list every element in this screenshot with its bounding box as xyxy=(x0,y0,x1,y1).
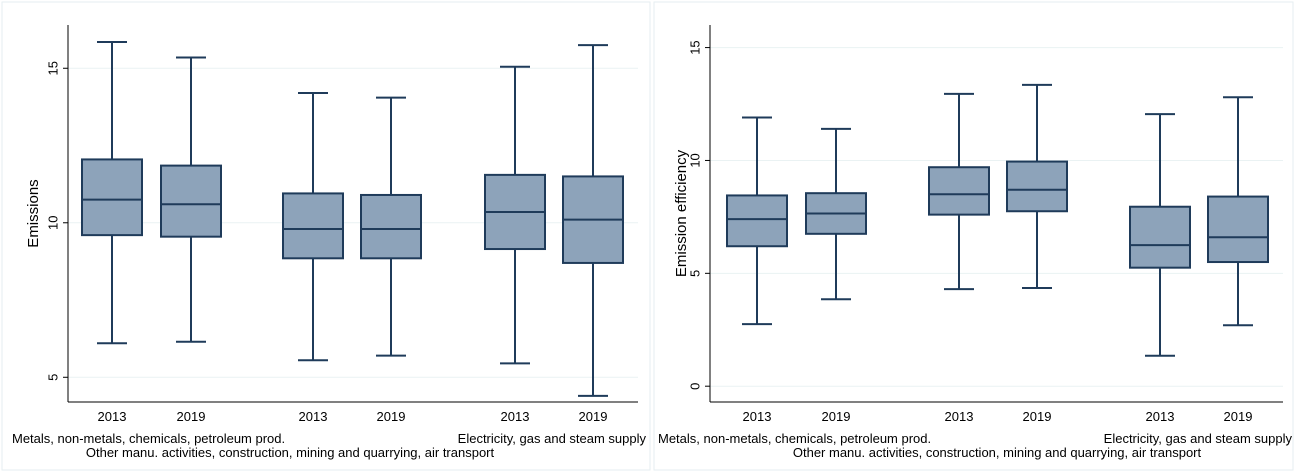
x-tick-label: 2019 xyxy=(579,409,608,424)
x-tick-label: 2019 xyxy=(177,409,206,424)
box xyxy=(282,192,344,260)
box xyxy=(1207,195,1269,264)
group-label: Metals, non-metals, chemicals, petroleum… xyxy=(658,431,931,446)
x-tick-label: 2019 xyxy=(1023,409,1052,424)
box xyxy=(726,194,788,248)
y-tick-label: 15 xyxy=(45,61,60,75)
x-tick-label: 2019 xyxy=(377,409,406,424)
group-label: Other manu. activities, construction, mi… xyxy=(86,445,495,460)
y-tick-label: 5 xyxy=(687,270,702,277)
y-tick-label: 10 xyxy=(45,216,60,230)
box xyxy=(1129,205,1191,269)
box xyxy=(928,166,990,216)
y-axis-label: Emissions xyxy=(25,179,42,247)
x-tick-label: 2013 xyxy=(945,409,974,424)
box xyxy=(81,158,143,237)
group-label: Metals, non-metals, chemicals, petroleum… xyxy=(12,431,285,446)
x-tick-label: 2013 xyxy=(299,409,328,424)
x-tick-label: 2019 xyxy=(1224,409,1253,424)
box xyxy=(360,193,422,260)
group-label: Other manu. activities, construction, mi… xyxy=(793,445,1202,460)
y-tick-label: 15 xyxy=(687,40,702,54)
box xyxy=(1006,160,1068,213)
y-tick-label: 5 xyxy=(45,374,60,381)
x-tick-label: 2013 xyxy=(501,409,530,424)
x-tick-label: 2013 xyxy=(743,409,772,424)
x-tick-label: 2013 xyxy=(98,409,127,424)
group-label: Electricity, gas and steam supply xyxy=(1104,431,1293,446)
group-label: Electricity, gas and steam supply xyxy=(458,431,647,446)
x-tick-label: 2019 xyxy=(822,409,851,424)
y-axis-label: Emission efficiency xyxy=(673,149,690,277)
y-tick-label: 10 xyxy=(687,153,702,167)
x-tick-label: 2013 xyxy=(1146,409,1175,424)
y-tick-label: 0 xyxy=(687,383,702,390)
box xyxy=(160,164,222,238)
